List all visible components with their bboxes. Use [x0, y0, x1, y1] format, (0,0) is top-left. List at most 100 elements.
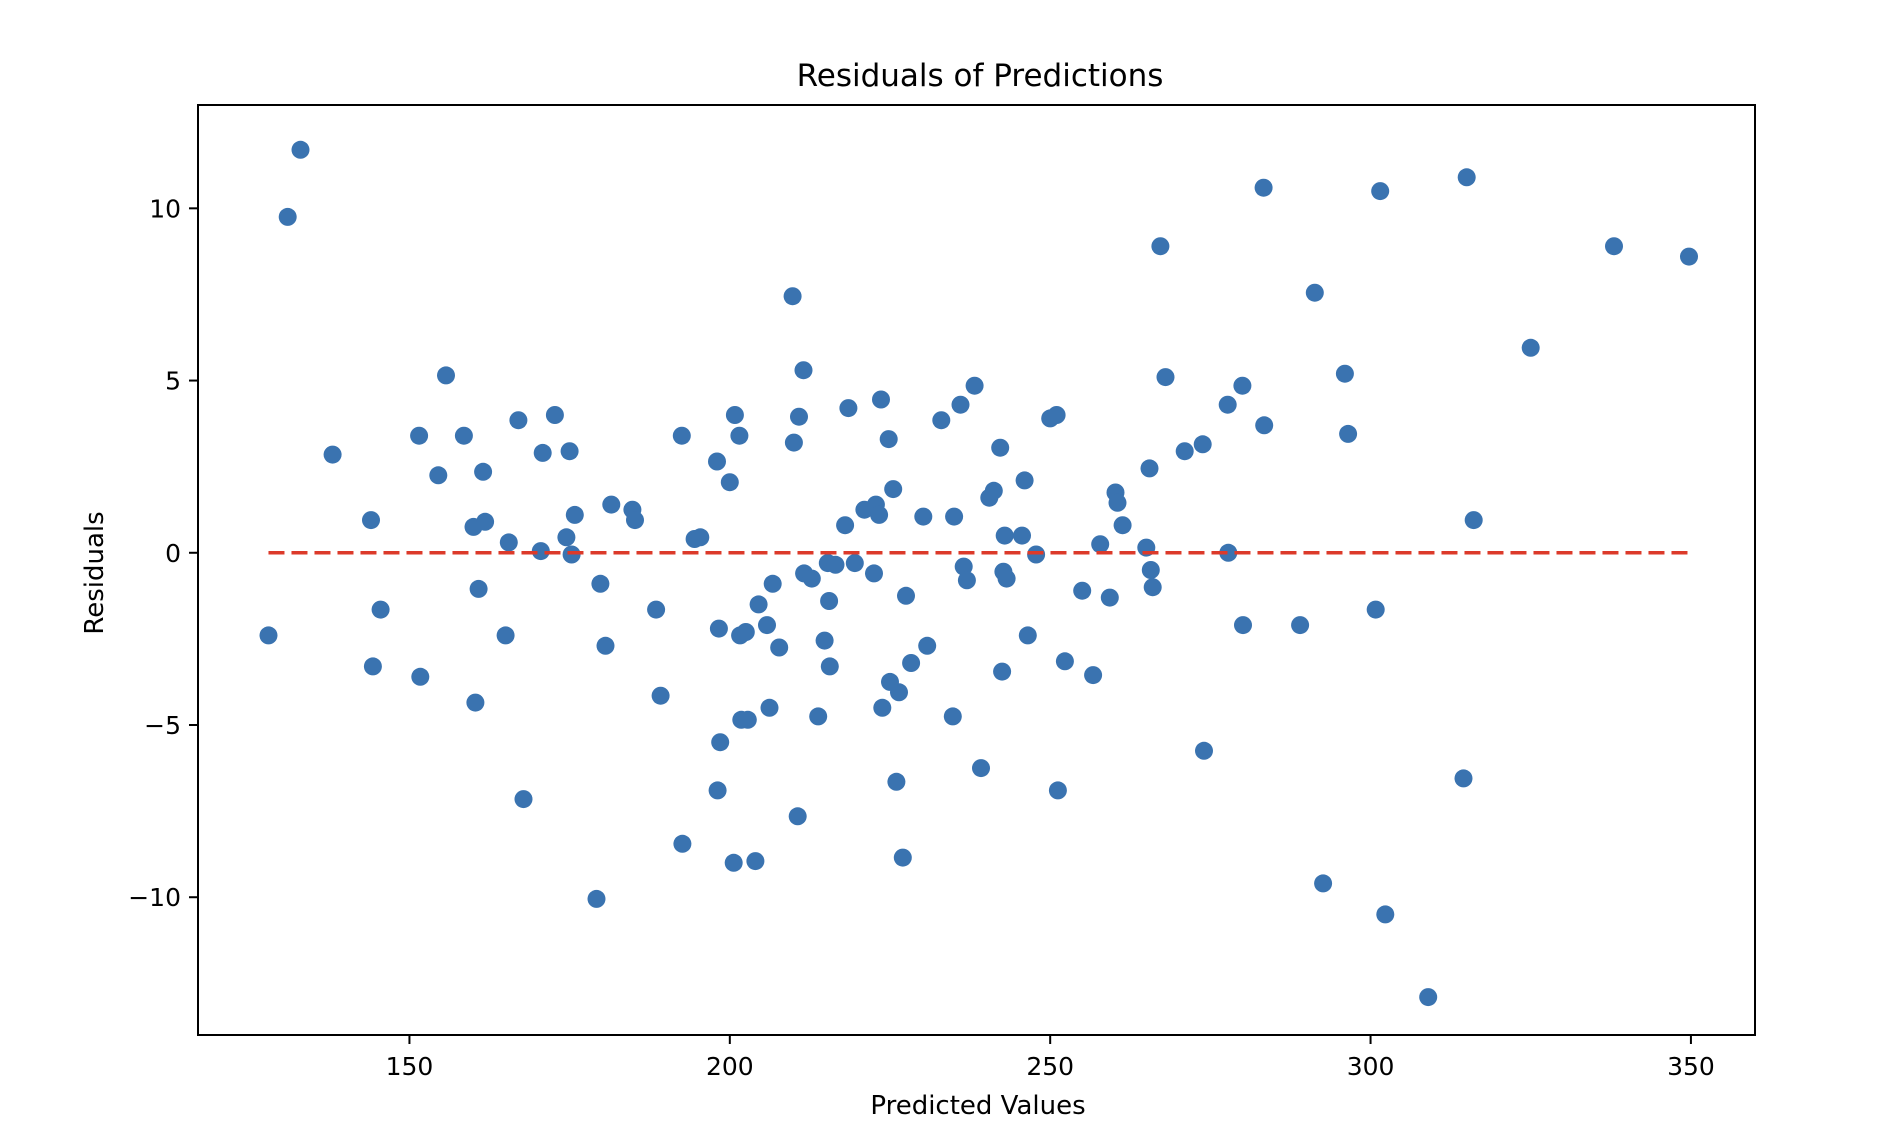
data-point [560, 442, 579, 461]
data-point [363, 657, 382, 676]
data-point [884, 480, 903, 499]
data-point [1048, 781, 1067, 800]
y-axis-label: Residuals [80, 511, 110, 634]
data-point [802, 569, 821, 588]
x-tick-label: 250 [1026, 1052, 1074, 1081]
data-point [870, 505, 889, 524]
plot-area-frame [197, 104, 1756, 1036]
data-point [914, 507, 933, 526]
data-point [591, 574, 610, 593]
data-point [760, 698, 779, 717]
data-point [995, 526, 1014, 545]
data-point [514, 790, 533, 809]
data-point [720, 473, 739, 492]
data-point [411, 667, 430, 686]
data-point [845, 554, 864, 573]
data-point [788, 807, 807, 826]
data-point [1113, 516, 1132, 535]
chart-title: Residuals of Predictions [797, 58, 1164, 94]
data-point [1151, 237, 1170, 256]
data-point [1073, 581, 1092, 600]
data-point [533, 443, 552, 462]
data-point [763, 574, 782, 593]
data-point [1140, 459, 1159, 478]
data-point [954, 557, 973, 576]
data-point [1457, 168, 1476, 187]
data-point [466, 693, 485, 712]
data-point [602, 495, 621, 514]
data-point [809, 707, 828, 726]
data-point [651, 686, 670, 705]
data-point [965, 376, 984, 395]
data-point [1376, 905, 1395, 924]
data-point [429, 466, 448, 485]
data-point [820, 657, 839, 676]
data-point [1195, 741, 1213, 760]
data-point [997, 569, 1016, 588]
y-tick-label: −10 [128, 883, 181, 912]
data-point [815, 631, 834, 650]
data-point [1521, 338, 1540, 357]
data-point [1175, 442, 1194, 461]
data-point [893, 848, 912, 867]
data-point [1084, 666, 1103, 685]
data-point [1047, 406, 1066, 424]
data-point [1254, 178, 1273, 197]
data-point [738, 710, 757, 729]
data-point [476, 512, 495, 531]
data-point [1234, 616, 1252, 635]
data-point [565, 505, 584, 524]
data-point [984, 481, 1003, 500]
data-point [890, 683, 908, 702]
data-point [1454, 769, 1473, 788]
data-point [323, 445, 342, 464]
data-point [1339, 424, 1358, 443]
data-point [820, 592, 839, 610]
data-point [1371, 182, 1390, 201]
y-tick-label: −5 [144, 711, 181, 740]
data-point [1680, 247, 1698, 266]
data-point [259, 626, 278, 645]
y-tick-label: 5 [165, 367, 181, 396]
data-point [1233, 376, 1252, 395]
data-point [711, 733, 730, 752]
data-point [557, 528, 576, 547]
data-point [872, 390, 890, 409]
data-point [758, 616, 776, 635]
data-point [790, 407, 808, 426]
data-point [972, 759, 990, 778]
x-tick-label: 350 [1667, 1052, 1715, 1081]
data-point [1055, 652, 1074, 671]
data-point [1091, 535, 1110, 554]
data-point [1255, 416, 1274, 435]
data-point [1219, 543, 1238, 562]
data-point [499, 533, 518, 552]
data-point [709, 619, 728, 638]
data-point [708, 452, 726, 471]
data-point [865, 564, 883, 583]
data-point [1143, 578, 1162, 597]
x-tick-label: 200 [706, 1052, 754, 1081]
data-point [509, 411, 528, 430]
data-point [291, 140, 310, 159]
data-point [943, 707, 962, 726]
x-axis-ticks: 150 200 250 300 350 [386, 1035, 1715, 1081]
data-point [1218, 395, 1237, 414]
data-point [371, 600, 390, 619]
data-point [1464, 511, 1483, 530]
data-point [1291, 616, 1310, 635]
data-point [951, 395, 970, 414]
data-point [437, 366, 455, 385]
data-point [873, 698, 892, 717]
data-point [957, 571, 976, 590]
data-point [1193, 435, 1212, 454]
data-point [991, 438, 1010, 457]
data-point [784, 433, 803, 452]
data-point [1141, 561, 1160, 579]
data-point [897, 586, 915, 605]
data-point [1419, 988, 1438, 1007]
data-point [708, 781, 727, 800]
data-point [1366, 600, 1385, 619]
